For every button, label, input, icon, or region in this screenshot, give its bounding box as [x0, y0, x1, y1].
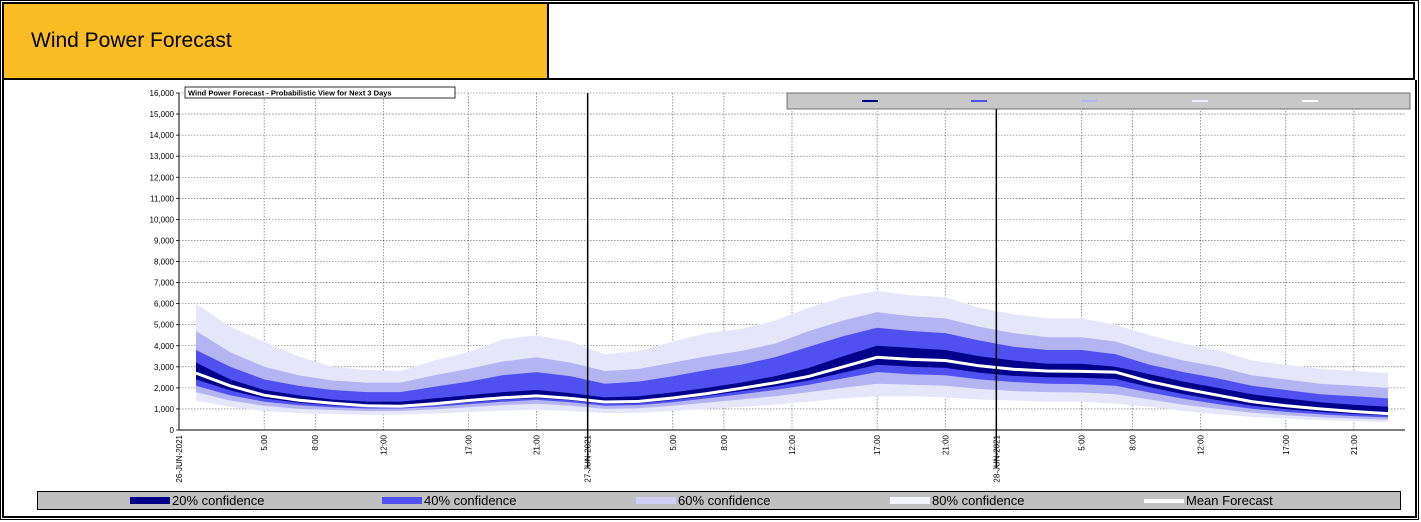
- y-tick-label: 0: [170, 426, 175, 435]
- legend-label-mean: Mean Forecast: [1186, 493, 1273, 508]
- y-tick-label: 6,000: [154, 300, 175, 309]
- legend-swatch-20: [130, 497, 170, 504]
- x-tick-label: 12:00: [379, 434, 388, 455]
- x-tick-label: 8:00: [311, 434, 320, 450]
- inner-legend-swatch: [1302, 100, 1318, 102]
- x-tick-label: 28-JUN-2021: [992, 434, 1001, 482]
- x-tick-label: 5:00: [669, 434, 678, 450]
- y-tick-label: 2,000: [154, 384, 175, 393]
- legend-swatch-60: [636, 497, 676, 504]
- x-tick-label: 26-JUN-2021: [175, 434, 184, 482]
- x-tick-label: 12:00: [788, 434, 797, 455]
- y-tick-label: 15,000: [150, 110, 175, 119]
- chart-title-box: Wind Power Forecast - Probabilistic View…: [184, 86, 456, 99]
- inner-legend-swatch: [1081, 100, 1097, 102]
- y-tick-label: 9,000: [154, 236, 175, 245]
- chart-axes: [176, 92, 1405, 431]
- legend-swatch-mean: [1144, 498, 1184, 503]
- legend-label-80: 80% confidence: [932, 493, 1025, 508]
- y-tick-label: 3,000: [154, 363, 175, 372]
- header-right-panel: [549, 2, 1415, 80]
- x-tick-label: 17:00: [873, 434, 882, 455]
- chart-panel: [2, 80, 1417, 518]
- inner-legend-swatch: [862, 100, 878, 102]
- x-tick-labels: 26-JUN-2021 5:00 8:00 12:00 17:00 21:00 27-JUN…: [175, 434, 1359, 482]
- x-tick-label: 8:00: [720, 434, 729, 450]
- y-tick-label: 4,000: [154, 342, 175, 351]
- y-tick-label: 13,000: [150, 152, 175, 161]
- x-tick-label: 12:00: [1197, 434, 1206, 455]
- x-tick-label: 5:00: [1077, 434, 1086, 450]
- x-tick-label: 17:00: [464, 434, 473, 455]
- legend-item-mean: Mean Forecast: [1144, 492, 1273, 509]
- y-tick-label: 11,000: [150, 194, 174, 203]
- page-title: Wind Power Forecast: [31, 29, 232, 52]
- y-tick-labels: 0 1,000 2,000 3,000 4,000 5,000 6,000 7,000 8,00…: [150, 89, 175, 435]
- y-tick-label: 16,000: [150, 89, 175, 98]
- x-tick-label: 21:00: [533, 434, 542, 455]
- bottom-legend: 20% confidence 40% confidence 60% confid…: [37, 491, 1401, 510]
- inner-legend-swatch: [971, 100, 987, 102]
- x-tick-label: 8:00: [1129, 434, 1138, 450]
- header-tab: Wind Power Forecast: [2, 2, 549, 80]
- legend-label-20: 20% confidence: [172, 493, 265, 508]
- legend-swatch-80: [890, 497, 930, 504]
- y-tick-label: 12,000: [150, 173, 175, 182]
- chart-title: Wind Power Forecast - Probabilistic View…: [188, 89, 392, 98]
- legend-item-80: 80% confidence: [890, 492, 1025, 509]
- mean-forecast-path: [195, 355, 1389, 416]
- x-tick-label: 21:00: [941, 434, 950, 455]
- y-tick-label: 8,000: [154, 258, 175, 267]
- inner-legend: [786, 92, 1411, 110]
- x-tick-label: 5:00: [260, 434, 269, 450]
- y-tick-label: 10,000: [150, 215, 175, 224]
- x-tick-label: 17:00: [1282, 434, 1291, 455]
- legend-label-60: 60% confidence: [678, 493, 771, 508]
- y-tick-label: 14,000: [150, 131, 175, 140]
- legend-label-40: 40% confidence: [424, 493, 517, 508]
- legend-item-20: 20% confidence: [130, 492, 265, 509]
- x-tick-label: 21:00: [1350, 434, 1359, 455]
- day-boundary-lines: [586, 93, 998, 468]
- y-tick-label: 1,000: [154, 405, 175, 414]
- mean-forecast-line: [195, 355, 1389, 416]
- y-tick-label: 5,000: [154, 321, 175, 330]
- x-tick-label: 27-JUN-2021: [584, 434, 593, 482]
- inner-legend-swatch: [1192, 100, 1208, 102]
- legend-item-60: 60% confidence: [636, 492, 771, 509]
- legend-swatch-40: [382, 497, 422, 504]
- y-tick-label: 7,000: [154, 279, 175, 288]
- legend-item-40: 40% confidence: [382, 492, 517, 509]
